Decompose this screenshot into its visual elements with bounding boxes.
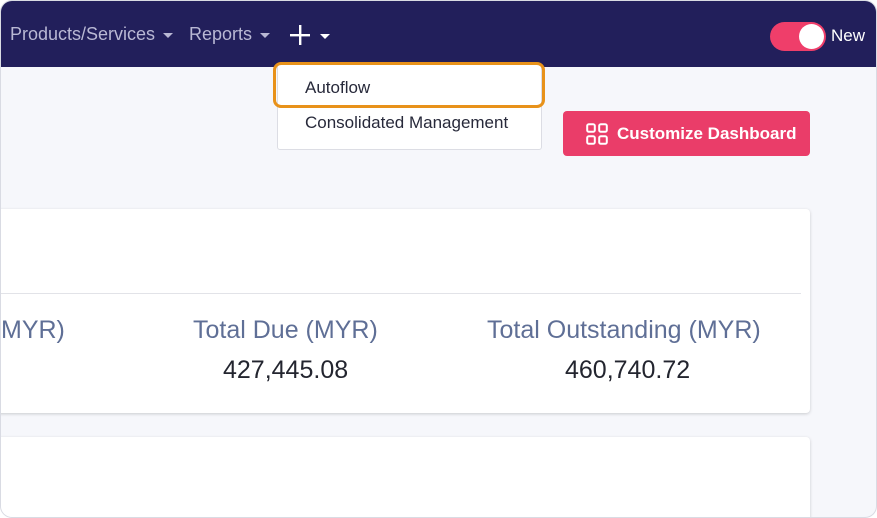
total-due-label: Total Due (MYR)	[193, 316, 378, 344]
customize-dashboard-label: Customize Dashboard	[617, 123, 797, 143]
nav-reports[interactable]: Reports	[189, 23, 271, 45]
stat-partial-label: MYR)	[1, 316, 65, 344]
chevron-down-icon	[320, 33, 330, 39]
card-divider	[1, 293, 801, 294]
grid-icon	[586, 122, 608, 145]
toggle-label: New	[831, 26, 866, 45]
nav-products-services[interactable]: Products/Services	[10, 23, 174, 45]
total-outstanding-label: Total Outstanding (MYR)	[487, 316, 761, 344]
nav-products-services-label: Products/Services	[10, 24, 156, 44]
summary-card: MYR) Total Due (MYR) 427,445.08 Total Ou…	[1, 209, 810, 413]
total-outstanding-value: 460,740.72	[565, 356, 691, 384]
top-navbar: Products/Services Reports New	[1, 1, 876, 67]
toggle-knob	[799, 24, 824, 49]
chevron-down-icon	[163, 32, 174, 38]
nav-reports-label: Reports	[189, 24, 253, 44]
total-due-value: 427,445.08	[223, 356, 349, 384]
plus-icon	[290, 25, 310, 45]
menu-item-consolidated-management[interactable]: Consolidated Management	[305, 113, 509, 132]
secondary-card	[1, 437, 810, 517]
quick-create-menu: Autoflow Consolidated Management	[277, 63, 542, 150]
quick-create-button[interactable]	[289, 23, 335, 47]
chevron-down-icon	[260, 32, 271, 38]
customize-dashboard-button[interactable]: Customize Dashboard	[563, 111, 810, 156]
menu-item-autoflow[interactable]: Autoflow	[305, 78, 371, 97]
new-ui-toggle[interactable]	[770, 22, 826, 51]
